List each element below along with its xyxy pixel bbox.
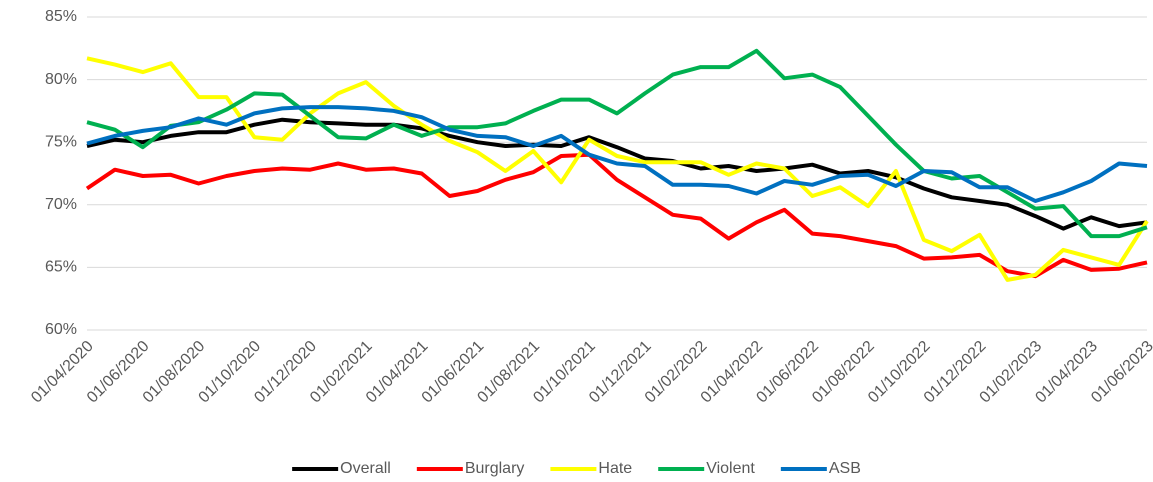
legend-label: Overall (340, 460, 391, 477)
legend-label: Violent (706, 460, 755, 477)
y-tick-label: 60% (45, 321, 77, 338)
y-tick-label: 65% (45, 259, 77, 276)
y-tick-label: 70% (45, 196, 77, 213)
series-line (86, 48, 1148, 239)
series-line (86, 117, 1148, 231)
y-tick-label: 85% (45, 8, 77, 25)
series-line (86, 56, 1149, 282)
y-tick-label: 80% (45, 71, 77, 88)
y-tick-label: 75% (45, 133, 77, 150)
legend-label: Burglary (465, 460, 525, 477)
legend-label: ASB (829, 460, 861, 477)
series-line (86, 105, 1148, 203)
series-line (85, 152, 1148, 279)
legend-label: Hate (598, 460, 632, 477)
